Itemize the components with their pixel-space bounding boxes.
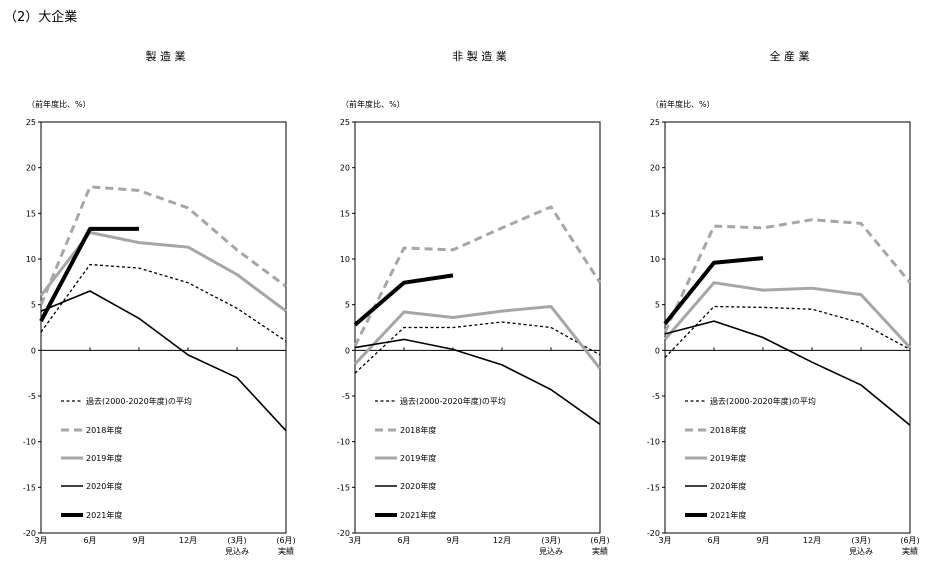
y-tick-label: 25	[650, 118, 660, 127]
series-line-y2019	[353, 305, 602, 370]
x-tick-label: (6月)	[900, 536, 919, 545]
x-tick-label: 見込み	[849, 547, 873, 556]
legend-label-y2019: 2019年度	[400, 453, 436, 463]
chart-title: 全 産 業	[770, 49, 810, 63]
x-tick-label: 6月	[397, 536, 410, 545]
plot-frame	[40, 121, 287, 534]
x-tick-label: (6月)	[276, 536, 295, 545]
chart-panel-1: 製 造 業 （前年度比、%） -20 -15 -10 -5 0 5 10 15 20 25 3月 6月 9月…	[23, 49, 296, 556]
x-tick-label: 3月	[658, 536, 671, 545]
y-tick-label: 20	[26, 164, 36, 173]
x-tick-label: 9月	[446, 536, 459, 545]
legend-label-y2021: 2021年度	[400, 510, 436, 520]
y-tick-label: -5	[652, 392, 660, 401]
y-tick-label: 10	[650, 255, 660, 264]
chart-title: 製 造 業	[146, 49, 186, 63]
y-tick-label: -20	[23, 529, 36, 538]
legend-label-y2019: 2019年度	[86, 453, 122, 463]
y-tick-label: 15	[340, 209, 350, 218]
chart-panel-3: 全 産 業 （前年度比、%） -20 -15 -10 -5 0 5 10 15 20 25 3月 6月 9月…	[647, 49, 920, 556]
y-axis-label: （前年度比、%）	[27, 99, 91, 109]
legend-label-y2019: 2019年度	[710, 453, 746, 463]
legend-label-avg: 過去(2000-2020年度)の平均	[400, 396, 506, 406]
x-tick-label: 見込み	[539, 547, 563, 556]
legend-label-y2020: 2020年度	[710, 481, 746, 491]
y-tick-label: 20	[650, 164, 660, 173]
y-tick-label: -15	[23, 483, 36, 492]
series-line-y2018	[353, 205, 602, 347]
series-line-y2018	[39, 185, 287, 306]
series-line-y2021	[663, 256, 764, 326]
x-tick-label: 3月	[34, 536, 47, 545]
x-tick-label: 9月	[132, 536, 145, 545]
y-tick-label: 10	[340, 255, 350, 264]
y-tick-label: 0	[31, 346, 36, 355]
legend-label-y2018: 2018年度	[710, 425, 746, 435]
x-tick-label: 3月	[348, 536, 361, 545]
y-tick-label: 15	[650, 209, 660, 218]
y-tick-label: 15	[26, 209, 36, 218]
series-line-y2021	[353, 273, 454, 327]
plot-frame	[664, 121, 911, 534]
series-line-y2019	[39, 231, 287, 313]
y-tick-label: -10	[647, 438, 660, 447]
y-tick-label: 20	[340, 164, 350, 173]
y-tick-label: -5	[342, 392, 350, 401]
x-tick-label: 12月	[493, 536, 511, 545]
series-line-avg	[40, 263, 287, 342]
series-line-avg	[354, 321, 601, 374]
x-tick-label: 見込み	[225, 547, 249, 556]
x-tick-label: (3月)	[851, 536, 870, 545]
y-tick-label: -20	[337, 529, 350, 538]
y-axis-label: （前年度比、%）	[341, 99, 405, 109]
y-tick-label: 0	[655, 346, 660, 355]
y-tick-label: 25	[340, 118, 350, 127]
y-tick-label: 5	[345, 301, 350, 310]
x-tick-label: 6月	[83, 536, 96, 545]
x-tick-label: 9月	[756, 536, 769, 545]
x-tick-label: 実績	[592, 546, 608, 556]
y-tick-label: -20	[647, 529, 660, 538]
x-tick-label: (3月)	[541, 536, 560, 545]
plot-frame	[354, 121, 601, 534]
x-tick-label: 12月	[803, 536, 821, 545]
section-heading: （2）大企業	[4, 10, 78, 25]
x-tick-label: 実績	[278, 546, 294, 556]
legend-label-avg: 過去(2000-2020年度)の平均	[86, 396, 192, 406]
x-tick-label: (6月)	[590, 536, 609, 545]
series-line-y2020	[354, 338, 601, 425]
series-line-y2020	[40, 290, 287, 432]
y-tick-label: -15	[337, 483, 350, 492]
y-tick-label: 25	[26, 118, 36, 127]
legend-label-y2021: 2021年度	[86, 510, 122, 520]
y-tick-label: 0	[345, 346, 350, 355]
chart-panel-2: 非 製 造 業 （前年度比、%） -20 -15 -10 -5 0 5 10 15 20 25 3月 6月…	[337, 49, 610, 556]
x-tick-label: (3月)	[227, 536, 246, 545]
y-tick-label: -10	[337, 438, 350, 447]
y-tick-label: 5	[655, 301, 660, 310]
y-tick-label: -15	[647, 483, 660, 492]
series-line-y2018	[663, 218, 912, 333]
y-tick-label: 10	[26, 255, 36, 264]
legend-label-y2020: 2020年度	[86, 481, 122, 491]
x-tick-label: 実績	[902, 546, 918, 556]
legend-label-y2020: 2020年度	[400, 481, 436, 491]
x-tick-label: 12月	[179, 536, 197, 545]
y-tick-label: 5	[31, 301, 36, 310]
series-line-y2019	[663, 281, 912, 349]
y-tick-label: -10	[23, 438, 36, 447]
y-tick-label: -5	[28, 392, 36, 401]
x-tick-label: 6月	[707, 536, 720, 545]
series-line-avg	[664, 305, 911, 359]
legend-label-y2018: 2018年度	[400, 425, 436, 435]
legend-label-avg: 過去(2000-2020年度)の平均	[710, 396, 816, 406]
legend-label-y2018: 2018年度	[86, 425, 122, 435]
legend-label-y2021: 2021年度	[710, 510, 746, 520]
series-line-y2020	[664, 320, 911, 426]
chart-title: 非 製 造 業	[452, 49, 507, 63]
y-axis-label: （前年度比、%）	[651, 99, 715, 109]
series-line-y2021	[39, 226, 139, 323]
